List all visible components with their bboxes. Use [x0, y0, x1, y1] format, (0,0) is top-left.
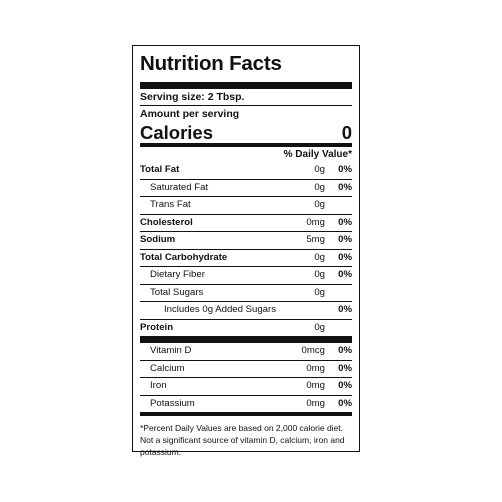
nutrient-daily-value: 0%: [338, 251, 352, 263]
footnote-divider: [140, 412, 352, 416]
serving-size: Serving size: 2 Tbsp.: [140, 82, 352, 105]
nutrient-amount: 0g: [314, 251, 325, 263]
nutrient-row: Cholesterol 0mg 0%: [140, 213, 352, 232]
nutrient-daily-value: 0%: [338, 181, 352, 193]
nutrient-daily-value: 0%: [338, 216, 352, 228]
vitamin-list: Vitamin D 0mcg 0% Calcium 0mg 0% Iron 0mg 0% Pota…: [140, 343, 352, 412]
nutrient-list: Total Fat 0g 0% Saturated Fat 0g 0% Trans Fat 0…: [140, 162, 352, 336]
nutrient-row: Calcium 0mg 0%: [140, 359, 352, 378]
nutrient-name: Protein: [140, 321, 174, 333]
nutrient-name: Vitamin D: [150, 345, 192, 356]
nutrient-name: Total Sugars: [150, 286, 204, 298]
nutrient-name: Cholesterol: [140, 216, 193, 228]
nutrient-amount: 0mcg: [301, 345, 325, 356]
nutrient-daily-value: 0%: [338, 304, 352, 315]
nutrient-daily-value: 0%: [338, 362, 352, 374]
nutrient-name: Iron: [150, 380, 167, 391]
nutrient-row: Sodium 5mg 0%: [140, 231, 352, 249]
label-title: Nutrition Facts: [140, 52, 282, 75]
nutrient-name: Trans Fat: [150, 199, 191, 210]
nutrient-daily-value: 0%: [338, 397, 352, 409]
nutrient-daily-value: 0%: [338, 164, 352, 175]
nutrient-name: Sodium: [140, 234, 176, 245]
nutrient-row: Total Carbohydrate 0g 0%: [140, 248, 352, 267]
calories-divider: [140, 143, 352, 147]
nutrient-daily-value: 0%: [338, 234, 352, 245]
nutrient-name: Total Fat: [140, 164, 180, 175]
nutrient-name: Saturated Fat: [150, 181, 209, 193]
footnote: *Percent Daily Values are based on 2,000…: [140, 423, 345, 457]
nutrient-name: Potassium: [150, 397, 195, 409]
nutrient-row: Total Fat 0g 0%: [140, 162, 352, 179]
nutrient-row: Potassium 0mg 0%: [140, 394, 352, 413]
nutrient-row: Saturated Fat 0g 0%: [140, 178, 352, 197]
nutrient-name: Total Carbohydrate: [140, 251, 228, 263]
nutrient-amount: 0mg: [306, 380, 325, 391]
nutrient-name: Includes 0g Added Sugars: [164, 304, 277, 315]
nutrient-amount: 0g: [314, 286, 325, 298]
nutrient-row: Dietary Fiber 0g 0%: [140, 266, 352, 284]
nutrient-daily-value: 0%: [338, 380, 352, 391]
nutrient-row: Trans Fat 0g: [140, 196, 352, 214]
nutrient-daily-value: 0%: [338, 345, 352, 356]
nutrient-amount: 0mg: [306, 397, 325, 409]
nutrient-row: Protein 0g: [140, 318, 352, 337]
nutrient-amount: 0g: [314, 164, 325, 175]
nutrient-row: Total Sugars 0g: [140, 283, 352, 302]
calories-value: 0: [341, 122, 352, 143]
amount-per-serving: Amount per serving: [140, 105, 352, 122]
nutrient-daily-value: 0%: [338, 269, 352, 280]
calories-label: Calories: [140, 122, 214, 143]
nutrient-row: Vitamin D 0mcg 0%: [140, 343, 352, 360]
vitamins-divider: [140, 336, 352, 343]
nutrient-amount: 0g: [314, 199, 325, 210]
nutrient-amount: 0g: [314, 269, 325, 280]
nutrient-name: Dietary Fiber: [150, 269, 205, 280]
nutrient-amount: 0mg: [306, 216, 325, 228]
nutrient-row: Includes 0g Added Sugars 0%: [140, 301, 352, 319]
nutrient-amount: 5mg: [306, 234, 325, 245]
nutrient-amount: 0g: [314, 181, 325, 193]
nutrient-row: Iron 0mg 0%: [140, 377, 352, 395]
nutrition-facts-label: Nutrition Facts Serving size: 2 Tbsp. Am…: [132, 45, 360, 457]
nutrient-name: Calcium: [150, 362, 185, 374]
daily-value-header: % Daily Value*: [283, 149, 352, 160]
nutrient-amount: 0mg: [306, 362, 325, 374]
nutrient-amount: 0g: [314, 321, 325, 333]
calories-row: Calories 0: [140, 122, 352, 143]
